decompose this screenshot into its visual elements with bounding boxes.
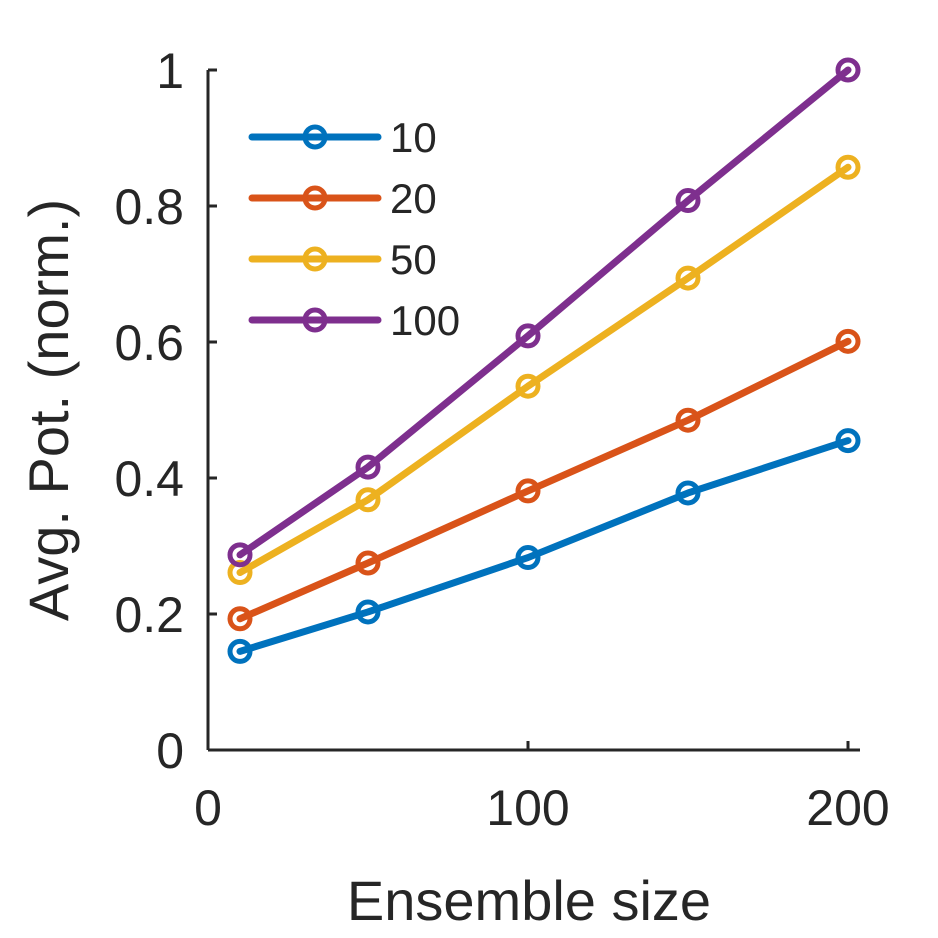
legend-label: 20 xyxy=(390,175,437,222)
legend-label: 100 xyxy=(390,297,460,344)
series-line-50 xyxy=(236,163,852,577)
legend-swatch-marker xyxy=(302,124,328,150)
series-line-100 xyxy=(236,66,852,559)
data-point xyxy=(515,478,541,504)
data-point xyxy=(355,454,381,480)
x-axis-title: Ensemble size xyxy=(347,869,711,932)
y-tick-label: 0.4 xyxy=(114,451,184,507)
legend-item-100: 100 xyxy=(248,297,460,344)
series-50 xyxy=(227,154,861,586)
legend-swatch-marker xyxy=(302,185,328,211)
data-point xyxy=(227,638,253,664)
y-tick-label: 0 xyxy=(156,723,184,779)
data-point xyxy=(355,550,381,576)
data-point xyxy=(355,487,381,513)
legend: 10 20 50 100 xyxy=(248,114,460,344)
data-point xyxy=(515,545,541,571)
legend-swatch-marker xyxy=(302,246,328,272)
legend-item-10: 10 xyxy=(248,114,437,161)
data-point xyxy=(515,323,541,349)
legend-label: 10 xyxy=(390,114,437,161)
y-tick-label: 0.6 xyxy=(114,315,184,371)
x-tick-label: 0 xyxy=(194,780,222,836)
y-tick-label: 0.8 xyxy=(114,179,184,235)
data-point xyxy=(675,265,701,291)
legend-item-20: 20 xyxy=(248,175,437,222)
series-10 xyxy=(227,428,861,664)
data-point xyxy=(675,188,701,214)
legend-swatch-marker xyxy=(302,307,328,333)
ticks: 0 100 200 0 0.2 0.4 0.6 0.8 1 xyxy=(114,43,889,836)
data-point xyxy=(835,328,861,354)
series-layer xyxy=(227,57,861,664)
legend-item-50: 50 xyxy=(248,236,437,283)
x-tick-label: 100 xyxy=(486,780,569,836)
y-tick-label: 1 xyxy=(156,43,184,99)
series-line-10 xyxy=(236,437,852,655)
data-point xyxy=(515,373,541,399)
data-point xyxy=(835,57,861,83)
data-point xyxy=(835,428,861,454)
series-100 xyxy=(227,57,861,568)
legend-label: 50 xyxy=(390,236,437,283)
series-line-20 xyxy=(236,337,852,623)
y-tick-label: 0.2 xyxy=(114,587,184,643)
data-point xyxy=(675,480,701,506)
data-point xyxy=(227,606,253,632)
data-point xyxy=(355,599,381,625)
series-20 xyxy=(227,328,861,632)
data-point xyxy=(675,407,701,433)
y-axis-title: Avg. Pot. (norm.) xyxy=(17,199,80,621)
x-tick-label: 200 xyxy=(806,780,889,836)
data-point xyxy=(835,154,861,180)
data-point xyxy=(227,542,253,568)
axes xyxy=(206,70,860,752)
